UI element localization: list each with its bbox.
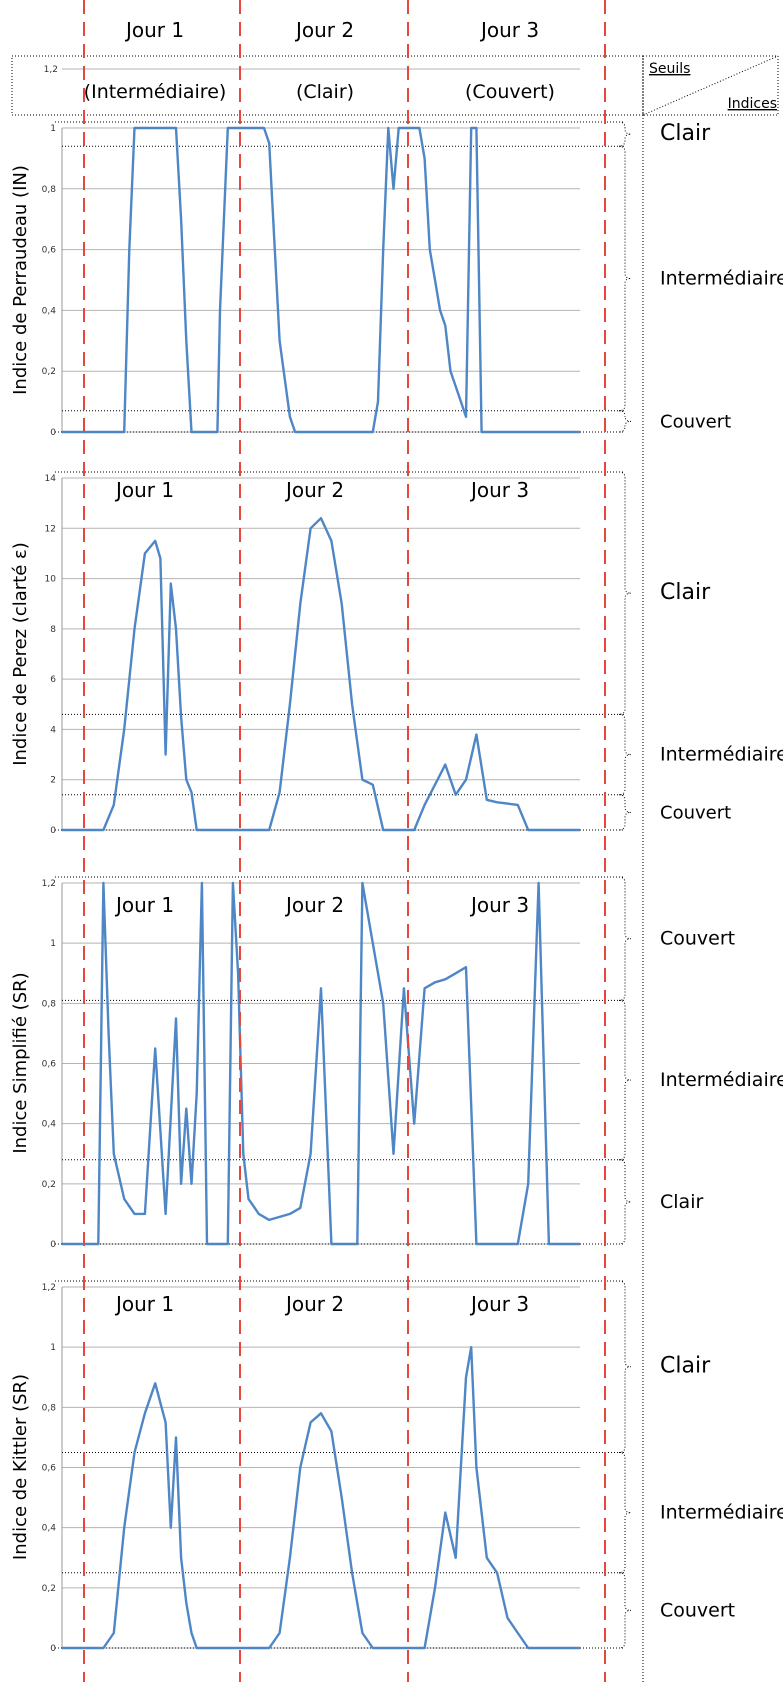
panel-day-label: Jour 1: [114, 1292, 174, 1316]
panel-day-label: Jour 3: [469, 478, 529, 502]
panel-day-label: Jour 1: [114, 478, 174, 502]
zone-bracket: [618, 1572, 632, 1649]
y-axis-title: Indice de Kittler (SR): [10, 1374, 31, 1560]
y-tick-label: 10: [45, 575, 57, 585]
zone-label: Clair: [660, 1191, 703, 1213]
legend-box: [642, 55, 779, 116]
zone-label: Intermédiaire: [660, 1069, 783, 1091]
y-tick-label: 0,2: [42, 1180, 56, 1190]
y-tick-label: 0,4: [42, 306, 57, 316]
y-tick-label: 0: [50, 826, 56, 836]
y-tick-label: 0,4: [42, 1524, 57, 1534]
y-tick-label: 0,6: [42, 1464, 57, 1474]
series-line: [62, 881, 580, 1246]
panel-day-label: Jour 1: [114, 893, 174, 917]
y-tick-label: 4: [50, 725, 56, 735]
y-tick-label: 0,6: [42, 246, 57, 256]
y-tick-label: 12: [45, 524, 56, 534]
header-day-label: Jour 1: [124, 18, 184, 42]
y-tick-label: 14: [45, 474, 57, 484]
zone-label: Couvert: [660, 802, 731, 823]
header-day-label: Jour 2: [294, 18, 354, 42]
legend-diagonal: [642, 55, 779, 116]
y-tick-label: 0,8: [42, 1403, 57, 1413]
panel-day-label: Jour 2: [284, 1292, 344, 1316]
zone-bracket: [618, 471, 632, 715]
y-tick-label: 1: [50, 939, 56, 949]
series-line: [62, 1345, 580, 1650]
header-day-label: Jour 3: [479, 18, 539, 42]
zone-label: Couvert: [660, 411, 731, 432]
y-axis-title: Indice de Perez (clarté ε): [10, 542, 31, 766]
header-threshold-box: [11, 55, 644, 116]
zone-label: Clair: [660, 1354, 711, 1379]
y-tick-label: 1: [50, 124, 56, 134]
y-tick-label: 0,8: [42, 185, 57, 195]
zone-label: Intermédiaire: [660, 267, 783, 289]
zone-bracket: [618, 145, 632, 412]
zone-label: Clair: [660, 121, 711, 146]
zone-bracket: [618, 121, 632, 147]
zone-bracket: [618, 713, 632, 796]
y-axis-title: Indice Simplifié (SR): [10, 972, 31, 1153]
y-tick-label: 0: [50, 1644, 56, 1654]
series-line: [62, 517, 580, 832]
y-tick-label: 1,2: [42, 879, 56, 889]
zone-bracket: [618, 999, 632, 1161]
zone-label: Couvert: [660, 928, 735, 950]
zone-bracket: [618, 1159, 632, 1245]
y-tick-label: 0,2: [42, 1584, 56, 1594]
panel-day-label: Jour 3: [469, 1292, 529, 1316]
zone-bracket: [618, 876, 632, 1001]
y-tick-label: 2: [50, 776, 56, 786]
zone-label: Intermédiaire: [660, 744, 783, 766]
y-axis-title: Indice de Perraudeau (IN): [10, 165, 31, 395]
panel-day-label: Jour 3: [469, 893, 529, 917]
panel-day-label: Jour 2: [284, 893, 344, 917]
y-tick-label: 0,2: [42, 367, 56, 377]
header-axis-max-label: 1,2: [44, 65, 58, 75]
zone-bracket: [618, 794, 632, 831]
panel-day-label: Jour 2: [284, 478, 344, 502]
y-tick-label: 6: [50, 675, 56, 685]
header-sky-type: (Intermédiaire): [84, 81, 227, 103]
header-sky-type: (Couvert): [465, 81, 555, 103]
legend-seuils-label: Seuils: [649, 61, 690, 77]
y-tick-label: 1: [50, 1343, 56, 1353]
header-sky-type: (Clair): [296, 81, 354, 103]
series-line: [62, 126, 580, 434]
y-tick-label: 1,2: [42, 1283, 56, 1293]
y-tick-label: 0,8: [42, 999, 57, 1009]
y-tick-label: 0: [50, 428, 56, 438]
zone-label: Clair: [660, 580, 711, 605]
y-tick-label: 0: [50, 1240, 56, 1250]
zone-label: Intermédiaire: [660, 1502, 783, 1524]
y-tick-label: 8: [50, 625, 56, 635]
legend-indices-label: Indices: [728, 96, 777, 112]
zone-bracket: [618, 410, 632, 433]
zone-bracket: [618, 1280, 632, 1453]
y-tick-label: 0,4: [42, 1120, 57, 1130]
zone-bracket: [618, 1451, 632, 1574]
y-tick-label: 0,6: [42, 1060, 57, 1070]
zone-label: Couvert: [660, 1599, 735, 1621]
